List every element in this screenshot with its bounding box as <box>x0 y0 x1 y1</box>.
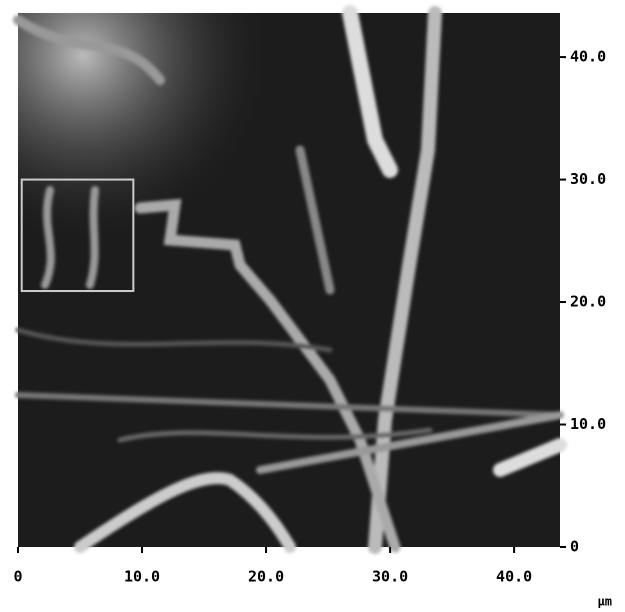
y-tick-label: 0 <box>570 538 579 556</box>
unit-label: µm <box>598 595 612 609</box>
page: {"image": { "xlim": [0, 43.7], "ylim": [… <box>0 0 625 612</box>
image-area <box>18 13 560 547</box>
y-tick-label: 20.0 <box>570 293 606 311</box>
x-tick-label: 20.0 <box>248 568 284 586</box>
x-tick-label: 10.0 <box>124 568 160 586</box>
y-tick-label: 30.0 <box>570 170 606 188</box>
x-tick-label: 40.0 <box>496 568 532 586</box>
y-tick-label: 10.0 <box>570 415 606 433</box>
x-tick-label: 0 <box>13 568 22 586</box>
micrograph: 0 10.0 20.0 30.0 40.0 0 10.0 20.0 30.0 40.0 µm <box>0 0 625 612</box>
x-tick-label: 30.0 <box>372 568 408 586</box>
y-tick-label: 40.0 <box>570 48 606 66</box>
